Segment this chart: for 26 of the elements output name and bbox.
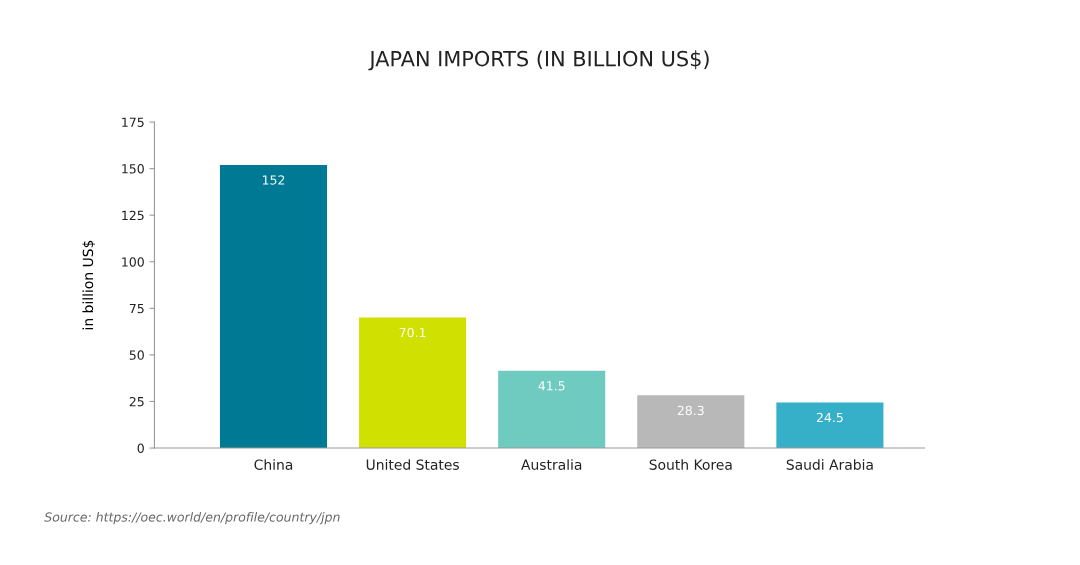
y-axis-title: in billion US$ bbox=[82, 240, 96, 330]
y-tick-label: 150 bbox=[122, 164, 144, 174]
x-tick-label: United States bbox=[366, 459, 459, 470]
y-tick-label: 0 bbox=[137, 443, 144, 453]
bar bbox=[498, 370, 606, 449]
x-tick-label: China bbox=[254, 459, 293, 470]
x-tick-label: Australia bbox=[521, 459, 582, 470]
x-tick-label: South Korea bbox=[649, 459, 732, 470]
data-label: 28.3 bbox=[677, 405, 704, 416]
bar bbox=[637, 395, 745, 449]
y-tick-label: 75 bbox=[129, 303, 144, 314]
x-tick-label: Saudi Arabia bbox=[786, 459, 873, 470]
bar bbox=[359, 317, 467, 449]
y-tick-label: 25 bbox=[129, 396, 144, 407]
chart-title: JAPAN IMPORTS (IN BILLION US$) bbox=[368, 50, 709, 71]
data-label: 24.5 bbox=[816, 412, 843, 423]
data-label: 152 bbox=[262, 175, 285, 185]
data-label: 41.5 bbox=[538, 381, 565, 391]
source-note: Source: https://oec.world/en/profile/country/jpn bbox=[44, 512, 340, 525]
bar bbox=[776, 402, 884, 449]
data-label: 70.1 bbox=[399, 327, 426, 338]
y-tick-label: 125 bbox=[122, 210, 144, 221]
bar bbox=[219, 164, 328, 449]
y-tick-label: 100 bbox=[122, 257, 144, 267]
y-tick-label: 175 bbox=[122, 117, 144, 127]
y-tick-label: 50 bbox=[129, 350, 144, 360]
